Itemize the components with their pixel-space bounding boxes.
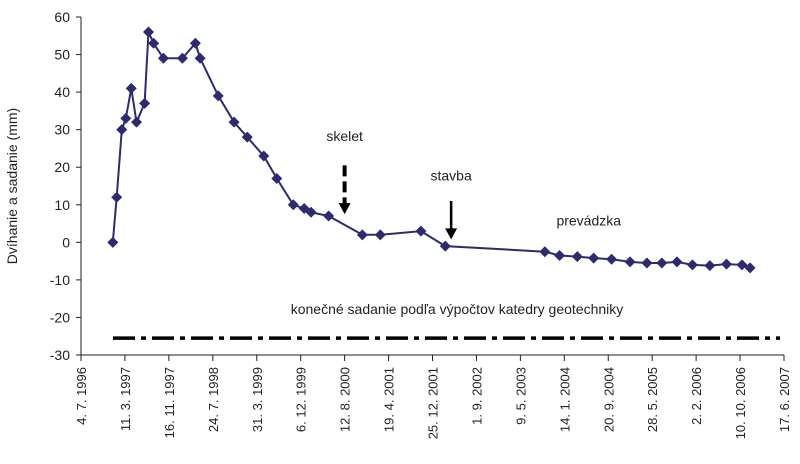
x-tick-label: 9. 5. 2003 (513, 367, 528, 425)
series-line (111, 31, 751, 269)
y-tick-label: 10 (54, 197, 70, 213)
data-point (107, 236, 119, 248)
x-tick-label: 19. 4. 2001 (382, 367, 397, 432)
data-point (194, 52, 206, 64)
y-tick-label: 20 (54, 159, 70, 175)
annotation-label: stavba (431, 167, 472, 183)
data-point (131, 116, 143, 128)
data-point (439, 240, 451, 252)
annotation-arrow-head (338, 203, 351, 215)
data-point (228, 116, 240, 128)
reference-line-label: konečné sadanie podľa výpočtov katedry g… (291, 301, 624, 317)
y-axis: 60 50 40 30 20 10 0 -10 -20 -30 (50, 9, 82, 363)
data-point (606, 253, 618, 265)
data-point (744, 262, 756, 274)
y-tick-label: -10 (50, 272, 70, 288)
data-point (588, 252, 600, 264)
x-tick-label: 11. 3. 1997 (118, 367, 133, 431)
data-point (374, 229, 386, 241)
data-point (157, 52, 169, 64)
data-point (641, 257, 653, 269)
data-point (212, 90, 224, 102)
x-tick-label: 31. 3. 1999 (250, 367, 265, 432)
data-point (554, 249, 566, 261)
data-point (142, 26, 154, 38)
data-point (656, 257, 668, 269)
data-point (148, 37, 160, 49)
y-tick-label: -20 (50, 309, 70, 325)
y-tick-label: 40 (54, 84, 70, 100)
y-tick-label: 50 (54, 47, 70, 63)
data-point (624, 256, 636, 268)
x-tick-label: 28. 5. 2005 (645, 367, 660, 432)
data-point (241, 131, 253, 143)
x-tick-label: 4. 7. 1996 (74, 367, 89, 425)
data-point (721, 258, 733, 270)
data-point (111, 191, 123, 203)
data-point (736, 259, 748, 271)
data-point (571, 251, 583, 263)
series-group (107, 26, 756, 274)
annotations: skelet stavba prevádzka (326, 128, 621, 240)
y-tick-label: 0 (62, 234, 70, 250)
annotation-arrow-head (445, 228, 458, 240)
y-axis-title: Dvíhanie a sadanie (mm) (4, 108, 20, 264)
data-point (189, 37, 201, 49)
x-tick-label: 16. 11. 1997 (162, 367, 177, 438)
x-tick-label: 24. 7. 1998 (206, 367, 221, 432)
data-point (305, 206, 317, 218)
x-tick-label: 10. 10. 2006 (733, 367, 748, 439)
data-point (116, 124, 128, 136)
x-tick-label: 12. 8. 2000 (338, 367, 353, 432)
data-point (686, 259, 698, 271)
x-tick-label: 17. 6. 2007 (777, 367, 792, 432)
x-axis: 4. 7. 1996 11. 3. 1997 16. 11. 1997 24. 7. … (74, 354, 792, 439)
annotation-label: skelet (326, 128, 363, 144)
annotation-label: prevádzka (556, 212, 621, 228)
data-point (323, 210, 335, 222)
x-tick-label: 1. 9. 2002 (469, 367, 484, 425)
data-point (120, 112, 132, 124)
data-point (125, 82, 137, 94)
reference-line-group (113, 295, 780, 340)
data-point (671, 256, 683, 268)
data-point (415, 225, 427, 237)
data-point (287, 199, 299, 211)
data-point (139, 97, 151, 109)
y-tick-label: -30 (50, 347, 70, 363)
x-tick-label: 6. 12. 1999 (294, 367, 309, 432)
y-tick-label: 30 (54, 122, 70, 138)
data-point (258, 150, 270, 162)
data-point (539, 246, 551, 258)
data-point (356, 229, 368, 241)
x-tick-label: 25. 12. 2001 (426, 367, 441, 439)
data-point (271, 172, 283, 184)
data-point (176, 52, 188, 64)
reference-label-backdrop (225, 295, 687, 323)
x-tick-label: 20. 9. 2004 (601, 367, 616, 432)
y-tick-label: 60 (54, 9, 70, 25)
x-tick-label: 2. 2. 2006 (689, 367, 704, 425)
x-tick-label: 14. 1. 2004 (557, 367, 572, 432)
data-point (704, 260, 716, 272)
